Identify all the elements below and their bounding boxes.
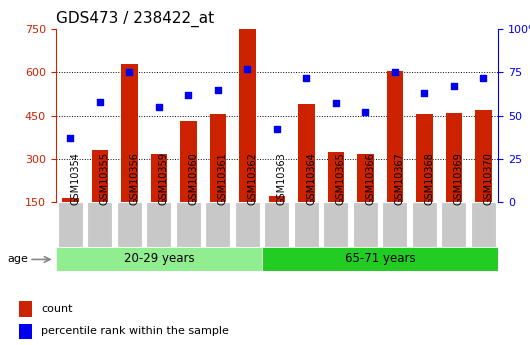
Bar: [269, 196, 285, 202]
Point: [391, 70, 399, 75]
Bar: [417, 114, 432, 202]
Bar: [262, 247, 498, 271]
Bar: [471, 202, 496, 247]
Bar: [117, 202, 142, 247]
Bar: [441, 202, 466, 247]
Point: [214, 87, 222, 92]
Point: [184, 92, 193, 98]
Bar: [298, 104, 314, 202]
Text: 20-29 years: 20-29 years: [123, 252, 194, 265]
Point: [361, 109, 370, 115]
Bar: [294, 202, 319, 247]
Text: GSM10355: GSM10355: [100, 152, 110, 205]
Point: [479, 75, 488, 80]
Bar: [387, 71, 403, 202]
Bar: [19, 301, 32, 317]
Bar: [176, 202, 201, 247]
Bar: [151, 155, 167, 202]
Bar: [235, 202, 260, 247]
Point: [243, 66, 252, 72]
Text: GSM10354: GSM10354: [70, 152, 81, 205]
Text: 65-71 years: 65-71 years: [345, 252, 416, 265]
Text: percentile rank within the sample: percentile rank within the sample: [41, 326, 229, 336]
Text: GSM10366: GSM10366: [366, 153, 375, 205]
Text: GSM10361: GSM10361: [218, 153, 228, 205]
Text: GSM10363: GSM10363: [277, 153, 287, 205]
Point: [450, 83, 458, 89]
Bar: [264, 202, 289, 247]
Text: GSM10359: GSM10359: [159, 152, 169, 205]
Text: count: count: [41, 304, 73, 314]
Bar: [353, 202, 378, 247]
Point: [302, 75, 311, 80]
Bar: [475, 110, 491, 202]
Bar: [357, 155, 374, 202]
Bar: [121, 64, 137, 202]
Bar: [87, 202, 112, 247]
Bar: [240, 29, 255, 202]
Bar: [63, 197, 78, 202]
Bar: [383, 202, 408, 247]
Text: GSM10360: GSM10360: [189, 153, 198, 205]
Bar: [56, 247, 262, 271]
Point: [95, 99, 104, 105]
Text: GDS473 / 238422_at: GDS473 / 238422_at: [56, 10, 214, 27]
Text: GSM10370: GSM10370: [483, 152, 493, 205]
Bar: [180, 121, 197, 202]
Text: GSM10365: GSM10365: [336, 152, 346, 205]
Bar: [206, 202, 231, 247]
Bar: [19, 324, 32, 339]
Text: GSM10368: GSM10368: [425, 153, 435, 205]
Point: [66, 135, 75, 141]
Bar: [412, 202, 437, 247]
Bar: [323, 202, 348, 247]
Bar: [210, 114, 226, 202]
Bar: [328, 151, 344, 202]
Text: GSM10356: GSM10356: [129, 152, 139, 205]
Text: age: age: [7, 255, 28, 264]
Text: GSM10367: GSM10367: [395, 152, 405, 205]
Text: GSM10369: GSM10369: [454, 153, 464, 205]
Point: [332, 101, 340, 106]
Text: GSM10362: GSM10362: [248, 152, 258, 205]
Bar: [446, 113, 462, 202]
Point: [420, 90, 429, 96]
Point: [273, 127, 281, 132]
Bar: [146, 202, 171, 247]
Text: GSM10364: GSM10364: [306, 153, 316, 205]
Bar: [92, 150, 108, 202]
Bar: [58, 202, 83, 247]
Point: [125, 70, 134, 75]
Point: [155, 104, 163, 110]
